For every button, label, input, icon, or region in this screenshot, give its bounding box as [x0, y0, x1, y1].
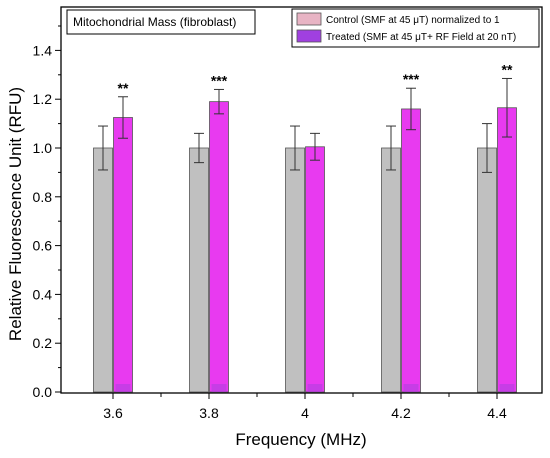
annotations-layer: ** *** ***** — [118, 61, 513, 95]
title-box — [66, 9, 256, 35]
y-tick-label: 0.8 — [33, 189, 53, 205]
y-tick-label: 0.6 — [33, 238, 53, 254]
x-axis-title: Frequency (MHz) — [235, 430, 366, 449]
significance-label: ** — [118, 80, 129, 96]
significance-label: ** — [502, 61, 513, 77]
bar-base-accent — [115, 384, 131, 392]
bar-control — [477, 147, 497, 393]
bar-treated — [113, 117, 133, 393]
bar-treated — [497, 107, 517, 393]
significance-label: *** — [403, 71, 420, 87]
y-axis: 0.0 0.2 0.4 0.6 0.8 1.0 1.2 1.4 — [33, 25, 61, 400]
x-axis: 3.6 3.8 4 4.2 4.4 — [103, 393, 507, 421]
legend: Control (SMF at 45 μT) normalized to 1 T… — [291, 8, 540, 48]
x-tick-label: 3.6 — [103, 405, 123, 421]
bar-treated — [305, 146, 325, 393]
bar-base-accent — [211, 384, 227, 392]
y-tick-label: 0.4 — [33, 286, 53, 302]
x-tick-label: 4.4 — [487, 405, 507, 421]
y-tick-label: 1.4 — [33, 42, 53, 58]
error-bars-layer — [98, 77, 512, 173]
legend-label-treated: Treated (SMF at 45 μT+ RF Field at 20 nT… — [326, 32, 516, 43]
legend-swatch-control — [296, 12, 322, 26]
legend-label-control: Control (SMF at 45 μT) normalized to 1 — [326, 15, 500, 26]
chart-title: Mitochondrial Mass (fibroblast) — [73, 15, 236, 29]
significance-label: *** — [211, 72, 228, 88]
legend-box — [291, 8, 540, 48]
bar-control — [285, 147, 305, 393]
y-axis-title: Relative Fluorescence Unit (RFU) — [6, 87, 25, 341]
bar-base-accent — [499, 384, 515, 392]
bar-treated — [401, 108, 421, 393]
y-tick-label: 0.2 — [33, 335, 53, 351]
bar-base-accent — [307, 384, 323, 392]
bar-control — [93, 147, 113, 393]
y-tick-label: 1.0 — [33, 140, 53, 156]
bar-control — [189, 147, 209, 393]
y-tick-label: 0.0 — [33, 384, 53, 400]
bars-layer — [93, 101, 517, 393]
plot-frame — [60, 6, 543, 394]
legend-swatch-treated — [296, 29, 322, 43]
x-tick-label: 4 — [301, 405, 309, 421]
bar-base-accent — [403, 384, 419, 392]
y-tick-label: 1.2 — [33, 91, 53, 107]
bar-control — [381, 147, 401, 393]
bar-treated — [209, 101, 229, 393]
x-tick-label: 3.8 — [199, 405, 219, 421]
x-tick-label: 4.2 — [391, 405, 411, 421]
